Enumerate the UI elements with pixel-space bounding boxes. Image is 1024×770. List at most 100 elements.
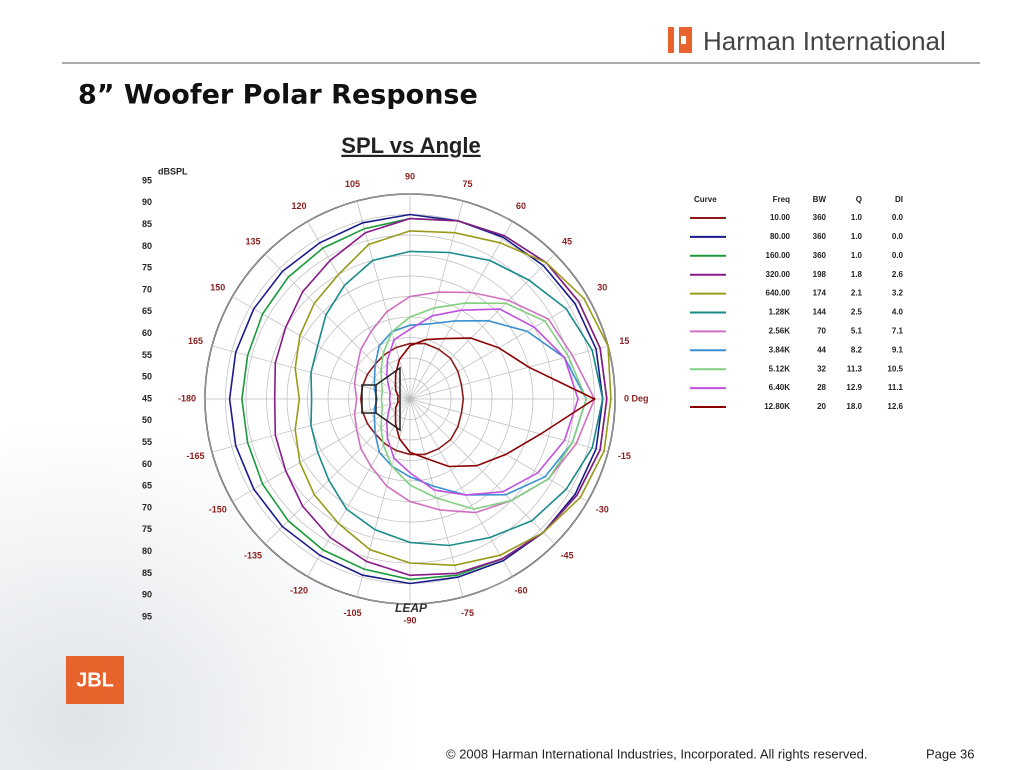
r-tick-label: 50	[142, 415, 152, 425]
legend-freq: 320.00	[766, 270, 791, 279]
legend-q: 1.0	[851, 251, 863, 260]
legend-q: 11.3	[847, 364, 863, 373]
polar-curve	[228, 213, 604, 585]
theta-tick-label: 75	[462, 179, 472, 189]
legend-di: 4.0	[892, 308, 904, 317]
theta-tick-label: 45	[562, 236, 572, 246]
polar-curve	[310, 250, 604, 547]
brand-logo-cut	[674, 27, 679, 53]
legend-freq: 12.80K	[764, 402, 790, 411]
theta-tick-label: 60	[516, 201, 526, 211]
r-tick-label: 55	[142, 437, 152, 447]
legend-q: 1.0	[851, 232, 863, 241]
legend-bw: 28	[817, 383, 826, 392]
table-header: BW	[813, 195, 827, 204]
grid-spoke	[409, 253, 556, 400]
theta-tick-label: -45	[560, 550, 573, 560]
theta-tick-label: -150	[209, 504, 227, 514]
legend-q: 12.9	[846, 383, 862, 392]
legend-bw: 44	[817, 345, 826, 354]
grid-spoke	[409, 398, 588, 502]
legend-bw: 32	[817, 364, 826, 373]
r-tick-label: 95	[142, 611, 152, 621]
theta-tick-label: 135	[246, 236, 261, 246]
r-tick-label: 75	[142, 263, 152, 273]
legend-freq: 1.28K	[769, 308, 791, 317]
slide-title: 8” Woofer Polar Response	[78, 80, 478, 111]
legend-q: 1.0	[851, 213, 863, 222]
legend-bw: 360	[813, 213, 827, 222]
legend-di: 3.2	[892, 289, 904, 298]
brand-logo-cut	[681, 36, 686, 44]
legend-di: 10.5	[887, 364, 903, 373]
r-tick-label: 70	[142, 284, 152, 294]
table-header: Q	[856, 195, 862, 204]
polar-curve	[359, 342, 465, 456]
theta-tick-label: 90	[405, 171, 415, 181]
legend-freq: 5.12K	[769, 364, 791, 373]
theta-tick-label: 105	[345, 179, 360, 189]
footer-page: Page 36	[926, 746, 974, 761]
r-tick-label: 95	[142, 175, 152, 185]
grid-spoke	[409, 345, 609, 400]
r-tick-label: 45	[142, 393, 152, 403]
table-header: DI	[895, 195, 903, 204]
theta-tick-label: -60	[514, 586, 527, 596]
table-header: Freq	[773, 195, 790, 204]
footer-copyright: © 2008 Harman International Industries, …	[446, 746, 867, 761]
theta-tick-label: -180	[178, 393, 196, 403]
legend-freq: 80.00	[770, 232, 791, 241]
theta-tick-label: 30	[597, 282, 607, 292]
legend-di: 0.0	[892, 251, 904, 260]
theta-tick-label: -120	[290, 586, 308, 596]
jbl-logo-text: JBL	[76, 669, 114, 691]
legend-di: 2.6	[892, 270, 904, 279]
theta-tick-label: -165	[187, 451, 205, 461]
r-tick-label: 90	[142, 197, 152, 207]
legend-di: 0.0	[892, 232, 904, 241]
grid-spoke	[356, 398, 411, 598]
legend-bw: 70	[817, 327, 826, 336]
r-tick-label: 85	[142, 219, 152, 229]
r-tick-label: 75	[142, 524, 152, 534]
r-tick-label: 65	[142, 481, 152, 491]
legend-freq: 640.00	[766, 289, 791, 298]
grid-spoke	[307, 398, 411, 577]
grid-spoke	[409, 398, 609, 453]
legend-freq: 2.56K	[769, 327, 791, 336]
theta-tick-label: -15	[618, 451, 631, 461]
legend-bw: 20	[817, 402, 826, 411]
grid-spoke	[409, 398, 513, 577]
theta-tick-label: 150	[210, 282, 225, 292]
polar-curve	[294, 230, 612, 567]
polar-curve	[380, 302, 588, 510]
axis-labels: 45 50 50 55 55 60 60 65 65 70 70 75 75 80 80 85 85 90 90 95…	[142, 171, 649, 625]
legend-di: 9.1	[892, 345, 904, 354]
watermark: LEAP	[395, 601, 428, 615]
r-tick-label: 70	[142, 502, 152, 512]
theta-tick-label: 165	[188, 336, 203, 346]
theta-tick-label: 120	[291, 201, 306, 211]
grid-spoke	[409, 200, 464, 400]
theta-tick-label: -135	[244, 550, 262, 560]
theta-tick-label: -105	[344, 608, 362, 618]
r-tick-label: 60	[142, 459, 152, 469]
grid-spoke	[264, 253, 411, 400]
theta-tick-label: -75	[461, 608, 474, 618]
legend-freq: 10.00	[770, 213, 791, 222]
r-tick-label: 50	[142, 372, 152, 382]
theta-tick-label: -30	[596, 504, 609, 514]
polar-curve	[353, 291, 596, 514]
radial-axis-label: dBSPL	[158, 166, 188, 176]
speaker-icon	[361, 366, 401, 432]
legend-di: 11.1	[888, 383, 904, 392]
chart-title: SPL vs Angle	[341, 133, 480, 158]
polar-curve	[394, 337, 597, 468]
legend-bw: 174	[813, 289, 827, 298]
theta-tick-label: 0 Deg	[624, 393, 649, 403]
grid-spoke	[356, 200, 411, 400]
brand-logo-icon	[668, 27, 692, 53]
theta-tick-label: 15	[619, 336, 629, 346]
legend-freq: 160.00	[766, 251, 791, 260]
